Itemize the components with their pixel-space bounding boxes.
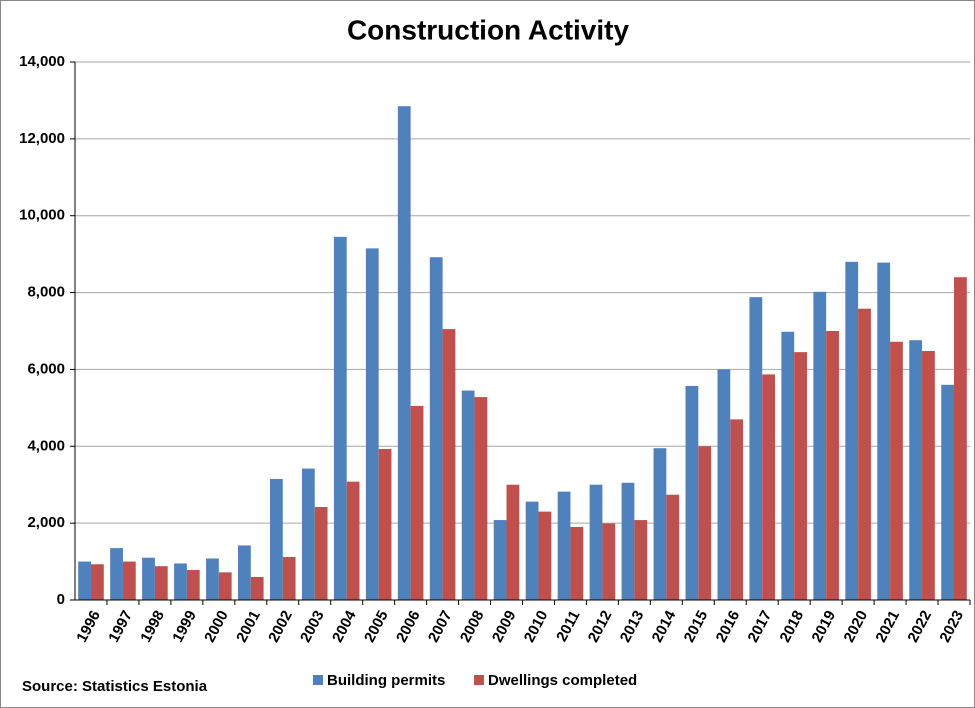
bar: [762, 374, 776, 600]
y-tick-label: 6,000: [27, 360, 65, 377]
bar: [538, 511, 552, 600]
bar: [218, 572, 232, 600]
bar: [186, 570, 200, 600]
source-note: Source: Statistics Estonia: [22, 678, 208, 695]
bar: [314, 507, 328, 600]
bar: [749, 297, 763, 600]
bar: [122, 561, 136, 600]
bar: [557, 491, 571, 600]
bar: [525, 501, 539, 600]
legend-swatch: [474, 675, 484, 685]
bar: [78, 561, 91, 600]
y-tick-label: 14,000: [19, 53, 65, 70]
bar: [474, 397, 488, 600]
y-tick-label: 4,000: [27, 437, 65, 454]
bar: [154, 566, 168, 600]
y-tick-label: 10,000: [19, 207, 65, 224]
bar: [781, 331, 795, 600]
bar: [378, 448, 392, 600]
bar: [794, 352, 807, 600]
bar: [826, 331, 839, 600]
bar: [429, 257, 443, 600]
bar: [589, 484, 603, 600]
bar: [346, 481, 360, 600]
bar: [282, 556, 296, 600]
bar: [845, 261, 859, 600]
bar: [301, 468, 315, 600]
bar: [570, 526, 584, 600]
y-tick-label: 2,000: [27, 514, 65, 531]
legend-label: Dwellings completed: [488, 672, 637, 689]
bar: [685, 385, 699, 600]
bar: [174, 563, 187, 600]
bar: [142, 557, 155, 600]
bar: [909, 340, 923, 600]
bar: [206, 558, 219, 600]
y-tick-label: 12,000: [19, 130, 65, 147]
bar: [410, 405, 424, 600]
bar: [877, 262, 891, 600]
chart-title: Construction Activity: [347, 14, 630, 45]
bar: [954, 277, 967, 600]
legend-label: Building permits: [327, 672, 445, 689]
bar: [698, 446, 712, 600]
bar: [730, 419, 744, 600]
y-tick-label: 0: [57, 591, 65, 608]
bar: [238, 545, 251, 600]
bar: [397, 106, 411, 600]
bar: [506, 484, 520, 600]
bar: [110, 548, 123, 600]
bar: [858, 308, 871, 600]
bar: [602, 523, 616, 600]
bar: [269, 478, 283, 600]
bar: [653, 448, 667, 600]
bar: [634, 520, 648, 600]
bar: [493, 520, 507, 600]
bar: [813, 291, 827, 600]
y-tick-label: 8,000: [27, 284, 65, 301]
legend-swatch: [313, 675, 323, 685]
bar: [365, 248, 379, 600]
bar: [941, 384, 955, 600]
bar: [666, 494, 680, 600]
bar: [90, 564, 104, 600]
bar: [890, 341, 903, 600]
bar: [333, 236, 347, 600]
bar: [717, 369, 731, 600]
bar: [621, 482, 635, 600]
bar: [922, 350, 935, 600]
bar: [250, 576, 264, 600]
bar: [442, 329, 456, 600]
bar: [461, 390, 475, 600]
